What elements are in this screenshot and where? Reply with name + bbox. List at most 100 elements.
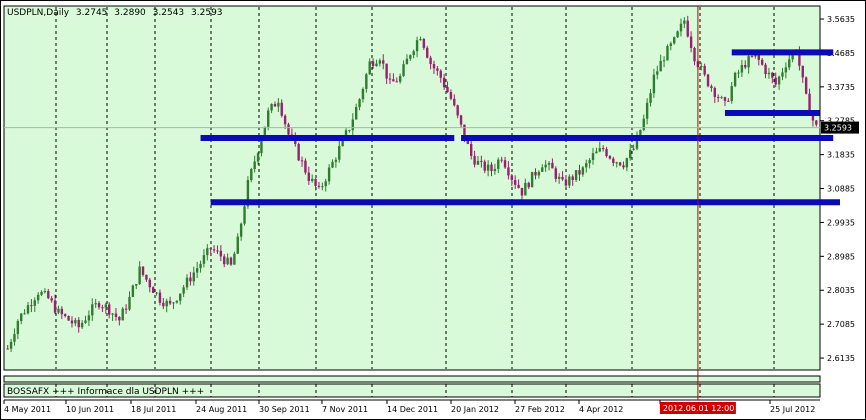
candle [168,296,172,306]
y-tick-label: 3.0885 [827,185,855,194]
candle-body [331,161,334,168]
x-tick-label: 7 Nov 2011 [322,405,368,414]
candle-body [145,274,148,280]
candle [192,266,195,286]
candle-body [645,102,649,119]
candle-body [453,98,456,106]
candle-body [595,151,598,154]
candle [639,129,642,136]
candle [101,304,104,313]
candle-body [223,256,226,265]
candle-body [744,65,747,68]
candle [777,75,781,90]
candle [747,52,750,74]
candle-body [466,139,470,144]
candle-body [60,308,64,315]
candle [446,81,449,93]
candle-body [57,308,60,313]
candle [815,119,818,127]
candle-body [571,176,574,180]
candle-body [470,143,473,156]
x-tick-label: 27 Feb 2012 [515,405,565,414]
candle-body [114,313,118,317]
candle [432,60,436,75]
candle [554,166,557,183]
candle-body [338,146,341,160]
candle-body [716,96,720,98]
candle-body [503,160,507,168]
candle-body [635,134,639,149]
candle [354,103,358,120]
candle-body [33,300,36,306]
candle [219,245,223,262]
candle-body [673,37,676,44]
candle [124,304,128,314]
candle-body [124,308,128,310]
candle [541,164,544,173]
candle [310,174,314,183]
candle-body [64,314,67,317]
candle-body [618,162,622,166]
candle-body [527,182,530,188]
candle [145,274,148,283]
candle-body [158,292,162,303]
candle-body [273,104,277,107]
candle-body [784,67,788,73]
y-tick-label: 2.9935 [827,218,855,227]
candle-body [608,156,612,159]
candle [412,49,415,59]
candle [689,31,693,53]
candle-body [165,300,168,307]
candle-body [317,185,321,187]
candle [666,44,669,61]
candle-body [510,175,514,180]
candle-body [757,53,760,60]
candle-body [649,93,652,103]
candle-body [250,169,253,181]
candle-body [382,60,385,64]
candle [97,301,101,310]
candle [483,159,486,174]
candle-body [449,92,453,99]
y-tick-label: 3.3735 [827,83,855,92]
candle [744,60,747,70]
candle-body [534,171,537,176]
candle [94,299,97,308]
candle-body [652,74,656,94]
candle [517,179,520,189]
candle-body [378,60,382,64]
y-tick-label: 2.8035 [827,286,855,295]
candle [162,297,165,310]
candle [53,294,57,315]
y-tick-label: 2.8985 [827,252,855,261]
candle [453,94,456,107]
candle-body [20,313,23,321]
candle [581,166,585,177]
candle [449,89,453,101]
candle-body [750,56,754,58]
candle [371,58,375,70]
candle [165,298,168,313]
candle-body [581,167,585,175]
candle [398,73,402,84]
candle [733,71,737,88]
time-tag-label: 2012.06.01 12:00 [663,404,734,413]
candle-body [324,181,327,187]
candle-body [679,23,683,32]
candle [476,155,480,166]
candle [632,144,635,151]
candle-body [74,319,77,324]
symbol-header: USDPLN,Daily 3.2745 3.2890 3.2543 3.2593 [7,8,227,18]
candle [426,45,429,59]
candle-body [497,159,500,169]
candle-body [727,100,730,102]
candle [36,292,40,304]
candle-body [385,63,388,79]
candle [419,36,422,41]
candle [669,41,673,51]
candle-body [172,302,175,304]
candle [652,68,656,98]
candle-body [47,291,50,299]
